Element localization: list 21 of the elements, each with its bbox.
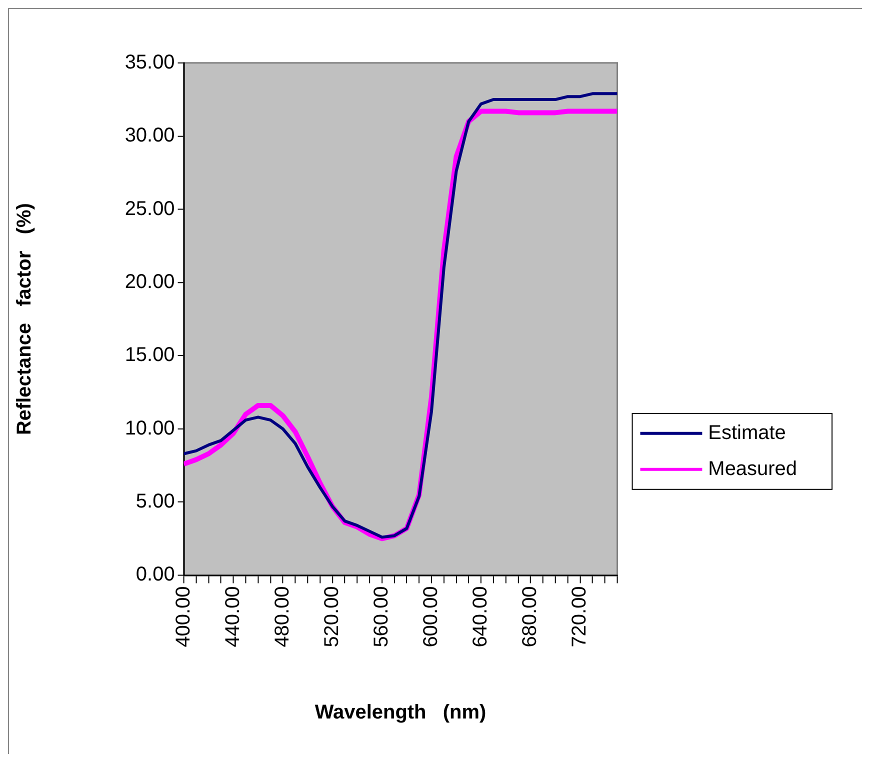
x-tick-label: 600.00 xyxy=(420,586,442,648)
x-tick-label: 720.00 xyxy=(568,586,591,648)
legend-label: Estimate xyxy=(708,422,786,444)
y-tick-label: 0.00 xyxy=(136,564,175,586)
y-tick-label: 15.00 xyxy=(124,344,175,366)
y-tick-label: 30.00 xyxy=(124,124,175,147)
y-tick-label: 35.00 xyxy=(124,51,175,74)
y-tick-label: 10.00 xyxy=(124,417,175,440)
y-tick-label: 25.00 xyxy=(124,198,175,220)
x-tick-label: 400.00 xyxy=(172,586,194,648)
x-tick-label: 520.00 xyxy=(320,586,343,648)
y-axis-title: Reflectance factor (%) xyxy=(13,203,36,436)
y-tick-label: 20.00 xyxy=(124,271,175,293)
y-tick-label: 5.00 xyxy=(136,490,175,513)
legend-label: Measured xyxy=(708,458,797,480)
x-tick-label: 440.00 xyxy=(222,586,244,648)
x-axis-title: Wavelength (nm) xyxy=(314,702,486,724)
x-tick-label: 560.00 xyxy=(370,586,392,648)
x-tick-label: 640.00 xyxy=(470,586,492,648)
x-tick-label: 480.00 xyxy=(271,586,294,648)
x-tick-label: 680.00 xyxy=(519,586,542,648)
